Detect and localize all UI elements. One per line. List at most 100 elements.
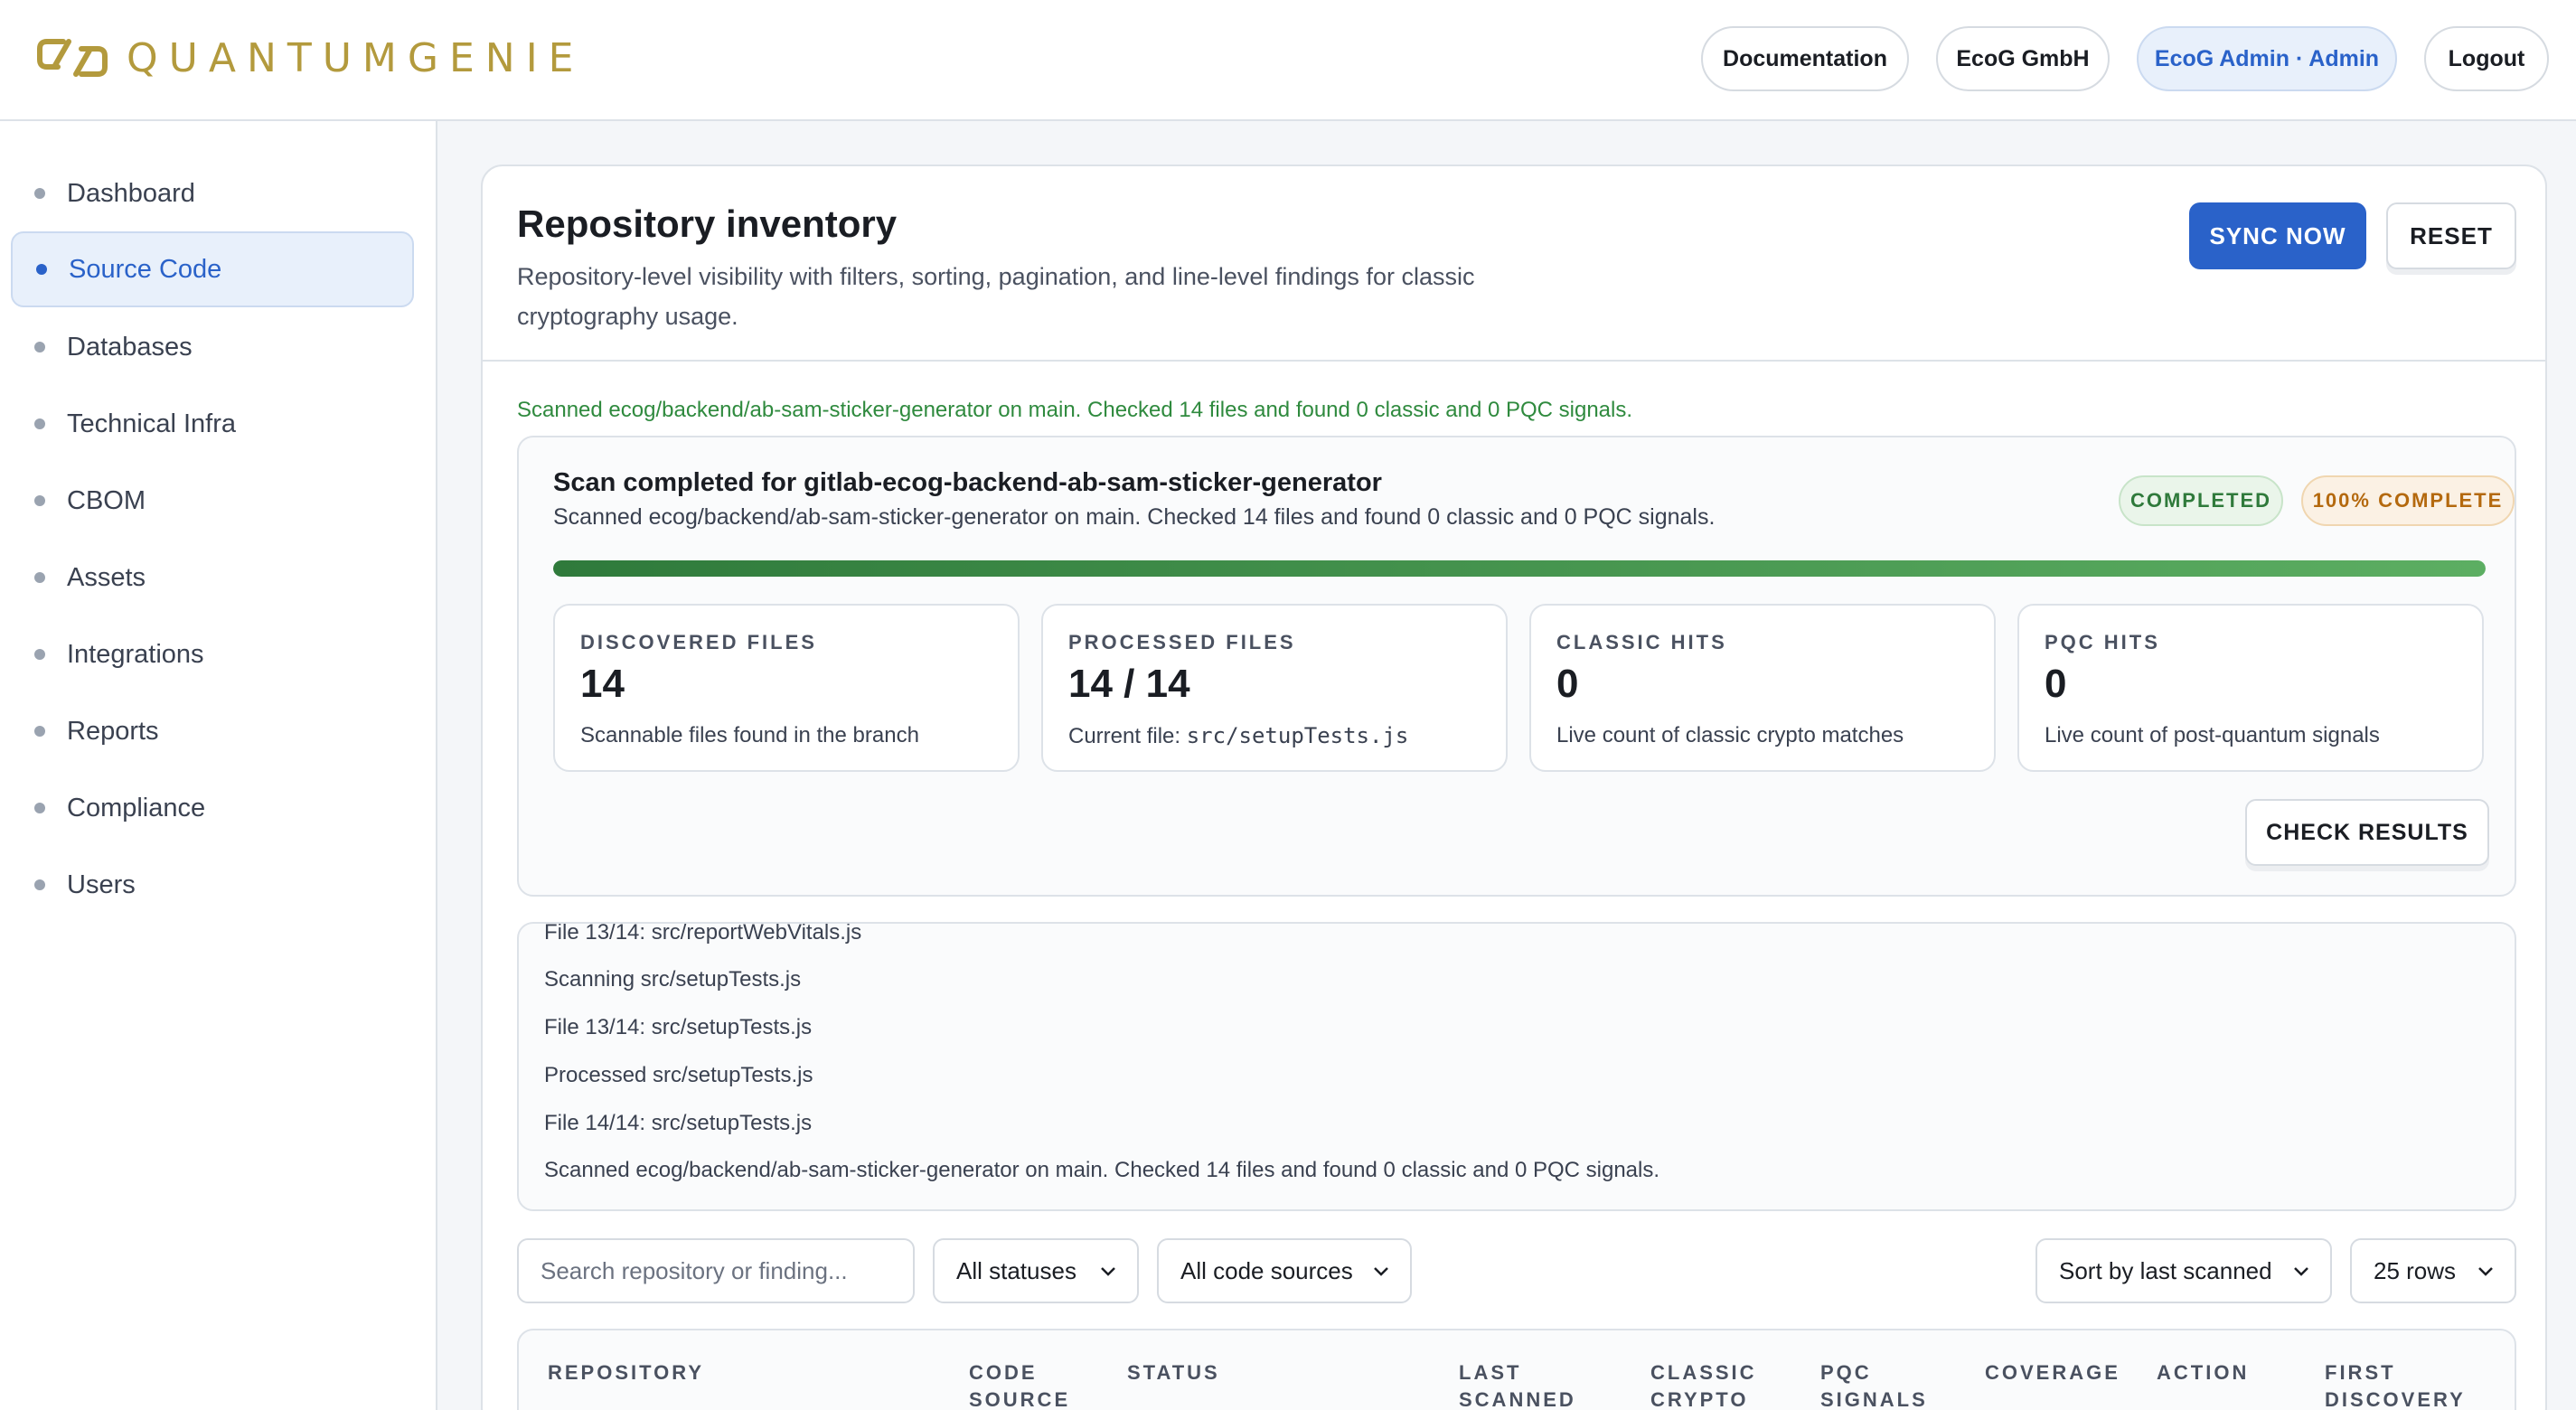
bullet-icon bbox=[34, 188, 45, 199]
organization-button[interactable]: EcoG GmbH bbox=[1936, 26, 2110, 91]
sidebar-item-label: Users bbox=[67, 870, 136, 899]
column-header-label: CLASSIC bbox=[1650, 1361, 1757, 1384]
sort-select[interactable]: Sort by last scanned bbox=[2035, 1238, 2332, 1303]
bullet-icon bbox=[36, 264, 47, 275]
repository-inventory-card: Repository inventory Repository-level vi… bbox=[481, 164, 2547, 1410]
stat-hint: Live count of post-quantum signals bbox=[2045, 723, 2380, 747]
sidebar: Dashboard Source Code Databases Technica… bbox=[0, 121, 437, 1410]
stat-processed-files: PROCESSED FILES 14 / 14 Current file: sr… bbox=[1041, 604, 1508, 772]
stat-label: PROCESSED FILES bbox=[1068, 631, 1296, 653]
stat-classic-hits: CLASSIC HITS 0 Live count of classic cry… bbox=[1529, 604, 1996, 772]
status-filter-select[interactable]: All statuses bbox=[933, 1238, 1139, 1303]
page-title: Repository inventory bbox=[517, 202, 898, 245]
stat-hint: Live count of classic crypto matches bbox=[1556, 723, 1904, 747]
log-line: File 14/14: src/setupTests.js bbox=[544, 1111, 813, 1135]
column-header-label: CODE bbox=[969, 1361, 1038, 1384]
sidebar-item-integrations[interactable]: Integrations bbox=[11, 616, 414, 692]
scan-log[interactable]: File 13/14: src/reportWebVitals.js Scann… bbox=[517, 922, 2516, 1211]
log-line: Scanned ecog/backend/ab-sam-sticker-gene… bbox=[544, 1158, 1660, 1182]
sidebar-item-technical-infra[interactable]: Technical Infra bbox=[11, 386, 414, 462]
column-header-coverage[interactable]: COVERAGE bbox=[1985, 1359, 2120, 1386]
sidebar-item-label: Compliance bbox=[67, 793, 206, 822]
sidebar-item-reports[interactable]: Reports bbox=[11, 693, 414, 769]
current-file-path: src/setupTests.js bbox=[1186, 723, 1409, 748]
column-header-last-scanned[interactable]: LAST SCANNED bbox=[1459, 1359, 1576, 1410]
column-header-repository[interactable]: REPOSITORY bbox=[548, 1359, 704, 1386]
code-source-filter-value: All code sources bbox=[1180, 1256, 1353, 1284]
sidebar-item-label: Integrations bbox=[67, 639, 204, 669]
log-line: Processed src/setupTests.js bbox=[544, 1063, 813, 1087]
column-header-label: DISCOVERY bbox=[2325, 1388, 2466, 1410]
status-badge: COMPLETED bbox=[2119, 475, 2283, 526]
check-results-button[interactable]: CHECK RESULTS bbox=[2245, 799, 2489, 866]
search-input[interactable]: Search repository or finding... bbox=[517, 1238, 915, 1303]
column-header-label: SCANNED bbox=[1459, 1388, 1576, 1410]
column-header-label: SOURCE bbox=[969, 1388, 1071, 1410]
bullet-icon bbox=[34, 495, 45, 506]
sidebar-item-label: Databases bbox=[67, 332, 193, 362]
sidebar-item-label: Source Code bbox=[69, 254, 222, 284]
scan-progress-panel: Scan completed for gitlab-ecog-backend-a… bbox=[517, 436, 2516, 897]
scan-progress-bar bbox=[553, 560, 2486, 577]
sync-now-button[interactable]: SYNC NOW bbox=[2189, 202, 2366, 269]
top-bar: QUANTUMGENIE Documentation EcoG GmbH Eco… bbox=[0, 0, 2576, 121]
sidebar-item-compliance[interactable]: Compliance bbox=[11, 770, 414, 846]
sidebar-item-cbom[interactable]: CBOM bbox=[11, 463, 414, 539]
sidebar-item-users[interactable]: Users bbox=[11, 847, 414, 923]
quantumgenie-logo-icon bbox=[37, 39, 108, 77]
logout-button[interactable]: Logout bbox=[2424, 26, 2549, 91]
sidebar-item-assets[interactable]: Assets bbox=[11, 540, 414, 616]
stat-hint: Current file: src/setupTests.js bbox=[1068, 723, 1408, 749]
column-header-label: PQC bbox=[1820, 1361, 1872, 1384]
sidebar-item-databases[interactable]: Databases bbox=[11, 309, 414, 385]
bullet-icon bbox=[34, 572, 45, 583]
column-header-label: REPOSITORY bbox=[548, 1361, 705, 1384]
sidebar-item-dashboard[interactable]: Dashboard bbox=[11, 155, 414, 231]
sidebar-item-label: Assets bbox=[67, 562, 146, 592]
rows-per-page-select[interactable]: 25 rows bbox=[2350, 1238, 2516, 1303]
filter-bar: Search repository or finding... All stat… bbox=[517, 1238, 2516, 1303]
column-header-first-discovery[interactable]: FIRST DISCOVERY bbox=[2325, 1359, 2466, 1410]
repository-table: REPOSITORY CODE SOURCE STATUS LAST SCANNED… bbox=[517, 1329, 2516, 1410]
current-file-prefix: Current file: bbox=[1068, 724, 1187, 748]
column-header-pqc-signals[interactable]: PQC SIGNALS bbox=[1820, 1359, 1928, 1410]
stat-value: 14 bbox=[580, 662, 625, 706]
scan-description: Scanned ecog/backend/ab-sam-sticker-gene… bbox=[553, 504, 1716, 530]
bullet-icon bbox=[34, 879, 45, 890]
bullet-icon bbox=[34, 803, 45, 813]
sidebar-item-label: Reports bbox=[67, 716, 159, 746]
column-header-classic-crypto[interactable]: CLASSIC CRYPTO bbox=[1650, 1359, 1757, 1410]
scan-title: Scan completed for gitlab-ecog-backend-a… bbox=[553, 468, 1382, 497]
scan-progress-fill bbox=[553, 560, 2486, 577]
stat-value: 0 bbox=[1556, 662, 1579, 706]
stat-label: PQC HITS bbox=[2045, 631, 2160, 653]
reset-button[interactable]: RESET bbox=[2386, 202, 2516, 269]
column-header-label: SIGNALS bbox=[1820, 1388, 1928, 1410]
documentation-button[interactable]: Documentation bbox=[1701, 26, 1909, 91]
column-header-label: ACTION bbox=[2157, 1361, 2250, 1384]
sidebar-item-label: Dashboard bbox=[67, 178, 195, 208]
column-header-code-source[interactable]: CODE SOURCE bbox=[969, 1359, 1070, 1410]
column-header-label: STATUS bbox=[1127, 1361, 1220, 1384]
stat-value: 14 / 14 bbox=[1068, 662, 1190, 706]
brand-logo[interactable]: QUANTUMGENIE bbox=[36, 33, 584, 83]
column-header-label: FIRST bbox=[2325, 1361, 2396, 1384]
stat-label: DISCOVERED FILES bbox=[580, 631, 817, 653]
chevron-down-icon bbox=[2478, 1267, 2493, 1276]
log-line: File 13/14: src/reportWebVitals.js bbox=[544, 922, 862, 945]
stat-hint: Scannable files found in the branch bbox=[580, 723, 919, 747]
chevron-down-icon bbox=[1374, 1267, 1388, 1276]
column-header-status[interactable]: STATUS bbox=[1127, 1359, 1220, 1386]
page-subtitle: Repository-level visibility with filters… bbox=[517, 263, 1475, 330]
sidebar-item-source-code[interactable]: Source Code bbox=[11, 231, 414, 307]
column-header-label: LAST bbox=[1459, 1361, 1522, 1384]
column-header-label: COVERAGE bbox=[1985, 1361, 2120, 1384]
stat-value: 0 bbox=[2045, 662, 2067, 706]
brand-name: QUANTUMGENIE bbox=[127, 34, 585, 81]
chevron-down-icon bbox=[1101, 1267, 1115, 1276]
stat-pqc-hits: PQC HITS 0 Live count of post-quantum si… bbox=[2017, 604, 2484, 772]
code-source-filter-select[interactable]: All code sources bbox=[1157, 1238, 1412, 1303]
card-header: Repository inventory Repository-level vi… bbox=[483, 166, 2545, 362]
bullet-icon bbox=[34, 726, 45, 737]
user-account-button[interactable]: EcoG Admin · Admin bbox=[2137, 26, 2397, 91]
